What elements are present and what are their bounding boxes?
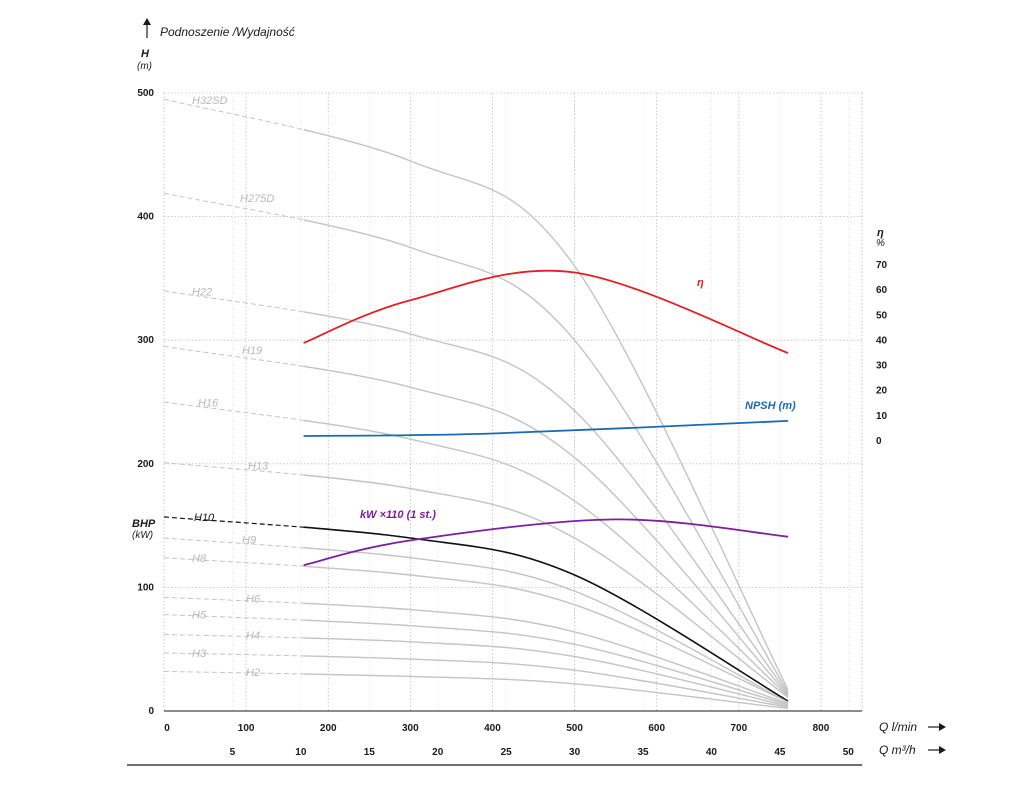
pump-curve-label: H10 bbox=[194, 512, 215, 524]
curve-labels: H32SD H275D H22 H19 H16 H13 H10 H9 H8 H6 H5 H4 H3 H2 η… bbox=[192, 95, 796, 679]
eta-tick-label: 60 bbox=[876, 285, 888, 296]
eta-tick-label: 10 bbox=[876, 411, 888, 422]
eta-tick-label: 30 bbox=[876, 361, 888, 372]
series-curve bbox=[303, 518, 789, 567]
y-axis-label: H bbox=[141, 48, 150, 60]
chart-title: Podnoszenie /Wydajność bbox=[160, 25, 295, 39]
pump-curve-label: H16 bbox=[198, 398, 219, 410]
pump-curve bbox=[303, 474, 789, 698]
x2-tick-label: 40 bbox=[706, 747, 718, 758]
pump-curve bbox=[303, 619, 789, 706]
eta-tick-label: 40 bbox=[876, 335, 888, 346]
pump-curve bbox=[303, 526, 789, 702]
pump-curve-dashed bbox=[163, 614, 789, 706]
pump-curve bbox=[303, 655, 789, 708]
series-label: NPSH (m) bbox=[745, 400, 796, 412]
x-ticks: 0 100 200 300 400 500 600 700 800 bbox=[164, 723, 830, 734]
pump-curve-label: H5 bbox=[192, 610, 207, 622]
x2-tick-label: 20 bbox=[432, 747, 444, 758]
x-tick-label: 400 bbox=[484, 723, 501, 734]
x-tick-label: 100 bbox=[238, 723, 255, 734]
series-label: η bbox=[697, 277, 704, 289]
up-arrow-icon bbox=[143, 18, 151, 38]
pump-curve-label: H13 bbox=[248, 460, 269, 472]
eta-tick-label: 20 bbox=[876, 386, 888, 397]
pump-curve-label: H2 bbox=[246, 667, 260, 679]
pump-curve-label: H9 bbox=[242, 535, 256, 547]
y-tick-label: 300 bbox=[137, 335, 154, 346]
pump-curve-dashed bbox=[163, 401, 789, 697]
eta-tick-label: 50 bbox=[876, 310, 888, 321]
series-curve bbox=[303, 420, 789, 437]
pump-curve bbox=[303, 365, 789, 696]
x-tick-label: 800 bbox=[813, 723, 830, 734]
x2-tick-label: 25 bbox=[501, 747, 513, 758]
right-arrow-icon bbox=[928, 746, 946, 754]
pump-curve-label: H22 bbox=[192, 286, 212, 298]
pump-curve bbox=[303, 219, 789, 693]
y-right-ticks: 0 10 20 30 40 50 60 70 bbox=[876, 260, 888, 447]
pump-curve-label: H3 bbox=[192, 648, 207, 660]
x2-tick-label: 30 bbox=[569, 747, 581, 758]
x-tick-label: 0 bbox=[164, 723, 170, 734]
pump-curve-label: H4 bbox=[246, 630, 260, 642]
series-label: kW ×110 (1 st.) bbox=[360, 509, 436, 521]
pump-curve bbox=[303, 637, 789, 707]
pump-curve-label: H8 bbox=[192, 553, 207, 565]
series-curves bbox=[303, 269, 789, 567]
x-tick-label: 300 bbox=[402, 723, 419, 734]
pump-curve bbox=[303, 128, 789, 691]
x-tick-label: 700 bbox=[730, 723, 747, 734]
x-axis-label: Q l/min bbox=[879, 720, 917, 734]
y-axis-unit: (m) bbox=[137, 61, 152, 72]
bhp-axis-label: BHP bbox=[132, 518, 156, 530]
y-tick-label: 100 bbox=[137, 582, 154, 593]
x2-ticks: 5 10 15 20 25 30 35 40 45 50 bbox=[230, 747, 855, 758]
x2-tick-label: 5 bbox=[230, 747, 236, 758]
x2-axis-label: Q m³/h bbox=[879, 743, 916, 757]
pump-curve-label: H275D bbox=[240, 193, 274, 205]
pump-curve bbox=[303, 602, 789, 705]
eta-axis-label: η bbox=[877, 227, 884, 239]
pump-curve bbox=[303, 565, 789, 703]
x2-tick-label: 10 bbox=[295, 747, 307, 758]
pump-curve bbox=[303, 547, 789, 703]
right-arrow-icon bbox=[928, 723, 946, 731]
y-tick-label: 500 bbox=[137, 88, 154, 99]
y-tick-label: 0 bbox=[148, 706, 154, 717]
x2-tick-label: 50 bbox=[843, 747, 855, 758]
eta-tick-label: 0 bbox=[876, 436, 882, 447]
x-tick-label: 600 bbox=[648, 723, 665, 734]
bhp-axis-unit: (kW) bbox=[132, 530, 153, 541]
pump-curve bbox=[303, 419, 789, 697]
y-tick-label: 400 bbox=[137, 212, 154, 223]
x-tick-label: 500 bbox=[566, 723, 583, 734]
pump-curve bbox=[303, 311, 789, 695]
pump-curve bbox=[303, 673, 789, 710]
eta-axis-unit: % bbox=[876, 238, 885, 249]
x2-tick-label: 45 bbox=[774, 747, 786, 758]
y-left-ticks: 0 100 200 300 400 500 bbox=[137, 88, 154, 717]
pump-curve-label: H32SD bbox=[192, 95, 228, 107]
x2-tick-label: 15 bbox=[364, 747, 376, 758]
grid bbox=[163, 92, 863, 711]
x-tick-label: 200 bbox=[320, 723, 337, 734]
x2-tick-label: 35 bbox=[637, 747, 649, 758]
pump-curves bbox=[163, 98, 789, 710]
pump-curve-label: H19 bbox=[242, 345, 262, 357]
pump-curve-label: H6 bbox=[246, 594, 261, 606]
pump-curve-dashed bbox=[163, 652, 789, 708]
eta-tick-label: 70 bbox=[876, 260, 888, 271]
y-tick-label: 200 bbox=[137, 459, 154, 470]
series-curve bbox=[303, 269, 789, 354]
